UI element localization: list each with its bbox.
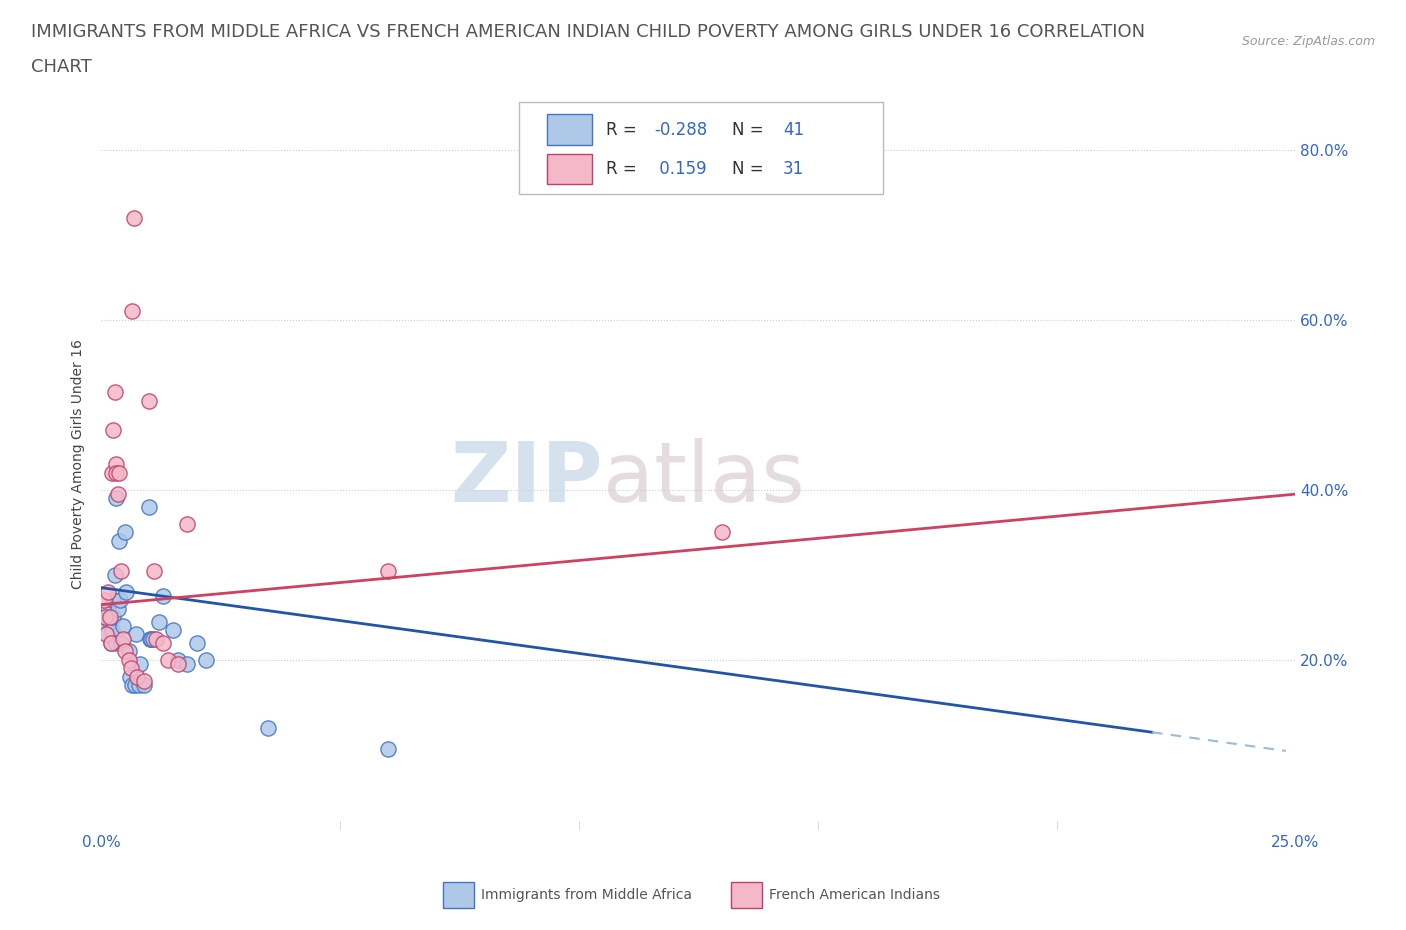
Point (118, 653, 141, 668)
Point (129, 657, 152, 671)
Point (166, 657, 188, 671)
Point (104, 457, 127, 472)
Point (110, 593, 132, 608)
Point (134, 678, 156, 693)
Text: Source: ZipAtlas.com: Source: ZipAtlas.com (1241, 35, 1375, 48)
Point (377, 564, 399, 578)
Point (128, 678, 150, 693)
Point (111, 618, 134, 633)
Point (186, 635, 208, 650)
Point (111, 631, 134, 646)
Point (107, 602, 129, 617)
Text: 0.159: 0.159 (654, 160, 707, 178)
Point (142, 564, 165, 578)
Point (97, 584, 120, 599)
Point (115, 584, 138, 599)
Point (101, 610, 124, 625)
Point (257, 721, 280, 736)
Point (152, 635, 174, 650)
Point (145, 631, 167, 646)
Text: atlas: atlas (603, 439, 804, 520)
Point (100, 465, 122, 480)
Text: CHART: CHART (31, 58, 91, 75)
Point (98, 614, 121, 629)
Point (139, 631, 162, 646)
Point (100, 635, 122, 650)
Point (94, 627, 117, 642)
Point (100, 635, 122, 650)
Point (120, 661, 142, 676)
Point (110, 564, 132, 578)
Point (142, 631, 165, 646)
Point (100, 623, 122, 638)
Point (101, 423, 124, 438)
Point (94, 610, 117, 625)
Text: -0.288: -0.288 (654, 121, 707, 139)
Point (711, 525, 734, 539)
Point (93, 605, 115, 620)
Point (118, 644, 141, 658)
Text: 31: 31 (783, 160, 804, 178)
Point (152, 589, 174, 604)
Point (105, 465, 128, 480)
Point (121, 304, 143, 319)
Point (110, 635, 132, 650)
Point (96, 627, 118, 642)
Point (105, 635, 128, 650)
Point (162, 623, 184, 638)
Point (157, 653, 180, 668)
Point (93, 593, 115, 608)
Point (148, 614, 170, 629)
Point (101, 593, 124, 608)
Text: R =: R = (606, 121, 643, 139)
Point (138, 393, 160, 408)
Point (98, 610, 121, 625)
Point (94, 618, 117, 633)
Text: 41: 41 (783, 121, 804, 139)
Point (103, 567, 125, 582)
FancyBboxPatch shape (519, 102, 883, 193)
Point (121, 678, 143, 693)
Point (118, 670, 141, 684)
Point (114, 644, 136, 658)
Text: Immigrants from Middle Africa: Immigrants from Middle Africa (481, 887, 692, 902)
Text: N =: N = (731, 160, 769, 178)
Text: R =: R = (606, 160, 643, 178)
Point (377, 742, 399, 757)
Point (176, 657, 198, 671)
Point (176, 516, 198, 531)
Text: French American Indians: French American Indians (769, 887, 941, 902)
Point (103, 385, 125, 400)
Text: ZIP: ZIP (450, 439, 603, 520)
Point (134, 673, 156, 688)
FancyBboxPatch shape (547, 114, 592, 145)
Point (195, 653, 218, 668)
Point (124, 627, 146, 642)
Point (124, 678, 146, 693)
FancyBboxPatch shape (547, 153, 592, 184)
Point (166, 653, 188, 668)
Point (122, 210, 145, 225)
Point (97, 602, 120, 617)
Text: N =: N = (731, 121, 769, 139)
Point (108, 534, 131, 549)
Point (138, 499, 160, 514)
Point (141, 631, 163, 646)
Y-axis label: Child Poverty Among Girls Under 16: Child Poverty Among Girls Under 16 (72, 339, 86, 590)
Point (107, 486, 129, 501)
Point (108, 465, 131, 480)
Point (114, 525, 136, 539)
Text: IMMIGRANTS FROM MIDDLE AFRICA VS FRENCH AMERICAN INDIAN CHILD POVERTY AMONG GIRL: IMMIGRANTS FROM MIDDLE AFRICA VS FRENCH … (31, 23, 1144, 41)
Point (94, 610, 117, 625)
Point (125, 670, 148, 684)
Point (104, 491, 127, 506)
